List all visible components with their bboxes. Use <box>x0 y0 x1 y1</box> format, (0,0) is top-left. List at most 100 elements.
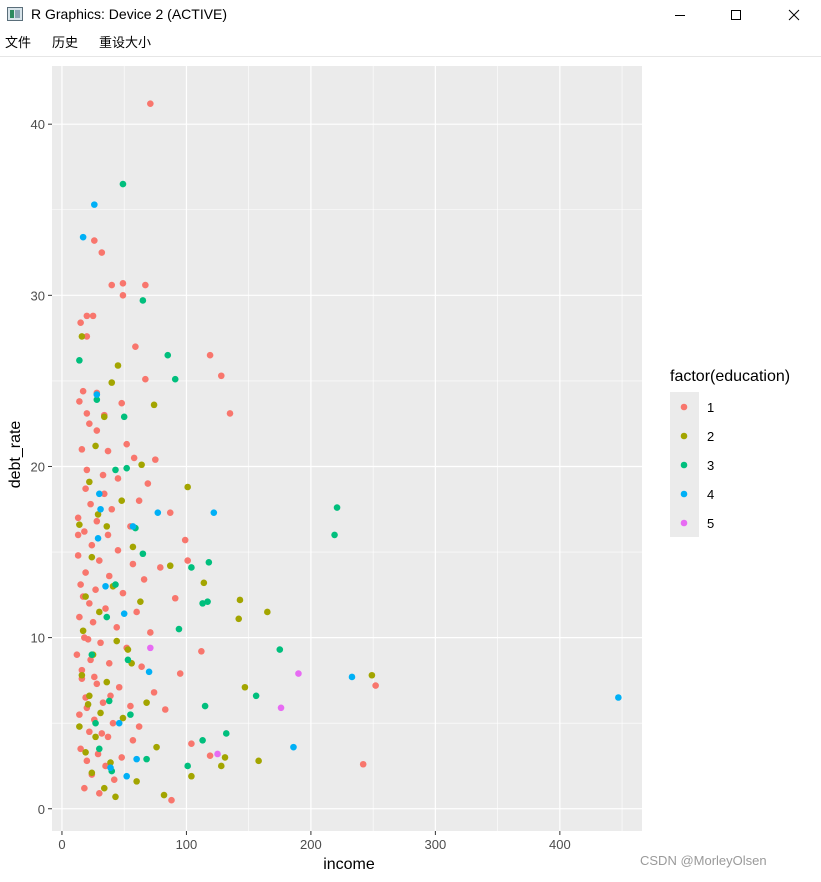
point-edu-2 <box>78 333 86 340</box>
point-edu-1 <box>95 790 103 797</box>
point-edu-2 <box>79 627 87 635</box>
point-edu-3 <box>205 559 213 566</box>
point-edu-1 <box>113 624 121 631</box>
point-edu-1 <box>95 557 103 564</box>
menu-resize[interactable]: 重设大小 <box>99 36 152 51</box>
point-edu-1 <box>83 333 91 340</box>
point-edu-2 <box>124 646 132 653</box>
point-edu-1 <box>98 249 106 256</box>
y-tick-label: 30 <box>31 288 45 303</box>
point-edu-1 <box>142 281 149 289</box>
legend: factor(education) 1 2 3 4 5 <box>670 368 790 537</box>
legend-key-4 <box>680 490 688 498</box>
point-edu-3 <box>88 651 96 659</box>
point-edu-1 <box>77 319 84 327</box>
plot-panel <box>52 66 642 831</box>
point-edu-3 <box>119 180 127 188</box>
point-edu-1 <box>74 531 82 539</box>
point-edu-1 <box>142 375 149 383</box>
point-edu-1 <box>115 683 123 691</box>
menu-file[interactable]: 文件 <box>5 36 32 51</box>
point-edu-1 <box>147 100 154 107</box>
point-edu-1 <box>119 292 127 299</box>
point-edu-3 <box>92 719 99 727</box>
point-edu-1 <box>133 608 140 616</box>
point-edu-2 <box>97 709 104 717</box>
point-edu-1 <box>119 589 127 597</box>
point-edu-1 <box>152 456 159 463</box>
maximize-button[interactable] <box>713 0 759 30</box>
point-edu-1 <box>94 750 102 758</box>
x-tick-label: 400 <box>549 837 571 852</box>
point-edu-1 <box>100 490 108 498</box>
x-axis-label: income <box>323 856 375 873</box>
point-edu-4 <box>107 764 114 771</box>
point-edu-1 <box>79 387 87 395</box>
point-edu-1 <box>87 656 94 664</box>
point-edu-1 <box>74 514 82 522</box>
point-edu-1 <box>82 569 89 576</box>
point-edu-3 <box>188 564 195 571</box>
close-icon <box>788 9 800 21</box>
point-edu-2 <box>88 769 96 777</box>
point-edu-1 <box>138 663 145 671</box>
close-button[interactable] <box>771 0 817 30</box>
point-edu-1 <box>123 440 130 448</box>
point-edu-2 <box>133 778 140 785</box>
point-edu-2 <box>153 743 160 751</box>
point-edu-2 <box>129 543 137 551</box>
point-edu-2 <box>82 593 89 600</box>
point-edu-1 <box>102 762 109 770</box>
point-edu-4 <box>94 535 102 542</box>
point-edu-1 <box>74 552 82 559</box>
point-edu-1 <box>144 480 152 487</box>
point-edu-1 <box>97 639 104 647</box>
point-edu-1 <box>98 730 106 737</box>
menu-history[interactable]: 历史 <box>52 36 79 51</box>
point-edu-2 <box>255 757 262 765</box>
point-edu-3 <box>93 396 101 404</box>
point-edu-2 <box>264 608 271 616</box>
legend-key-2 <box>680 432 688 440</box>
point-edu-1 <box>105 659 113 667</box>
point-edu-2 <box>82 748 89 756</box>
point-edu-2 <box>143 699 150 706</box>
point-edu-3 <box>95 745 103 753</box>
point-edu-1 <box>82 485 89 493</box>
point-edu-2 <box>114 362 122 369</box>
point-edu-1 <box>359 760 367 768</box>
point-edu-1 <box>87 500 94 508</box>
point-edu-1 <box>83 757 91 765</box>
point-edu-2 <box>103 678 111 686</box>
point-edu-2 <box>236 596 244 604</box>
point-edu-5 <box>214 750 221 758</box>
point-edu-2 <box>112 793 119 801</box>
x-tick-label: 0 <box>58 837 65 852</box>
point-edu-1 <box>104 447 112 455</box>
point-edu-1 <box>88 541 96 549</box>
point-edu-3 <box>143 755 150 763</box>
maximize-icon <box>731 10 741 20</box>
point-edu-1 <box>129 560 137 568</box>
r-graphics-app-icon <box>7 7 23 21</box>
point-edu-2 <box>150 401 158 409</box>
point-edu-4 <box>93 391 101 398</box>
point-edu-2 <box>138 461 145 469</box>
data-points <box>73 100 622 804</box>
point-edu-4 <box>154 509 162 516</box>
point-edu-1 <box>114 547 122 554</box>
point-edu-5 <box>277 704 285 712</box>
point-edu-1 <box>76 398 83 405</box>
point-edu-1 <box>372 682 379 689</box>
minimize-button[interactable] <box>657 0 703 30</box>
point-edu-2 <box>108 379 116 386</box>
point-edu-1 <box>147 629 154 636</box>
point-edu-2 <box>78 671 86 679</box>
watermark: CSDN @MorleyOlsen <box>640 853 767 868</box>
point-edu-2 <box>241 683 249 691</box>
legend-key-5 <box>680 519 688 527</box>
point-edu-3 <box>139 550 147 558</box>
axes: 0 100 200 300 400 0 10 20 30 40 <box>31 117 571 852</box>
point-edu-4 <box>97 505 104 513</box>
